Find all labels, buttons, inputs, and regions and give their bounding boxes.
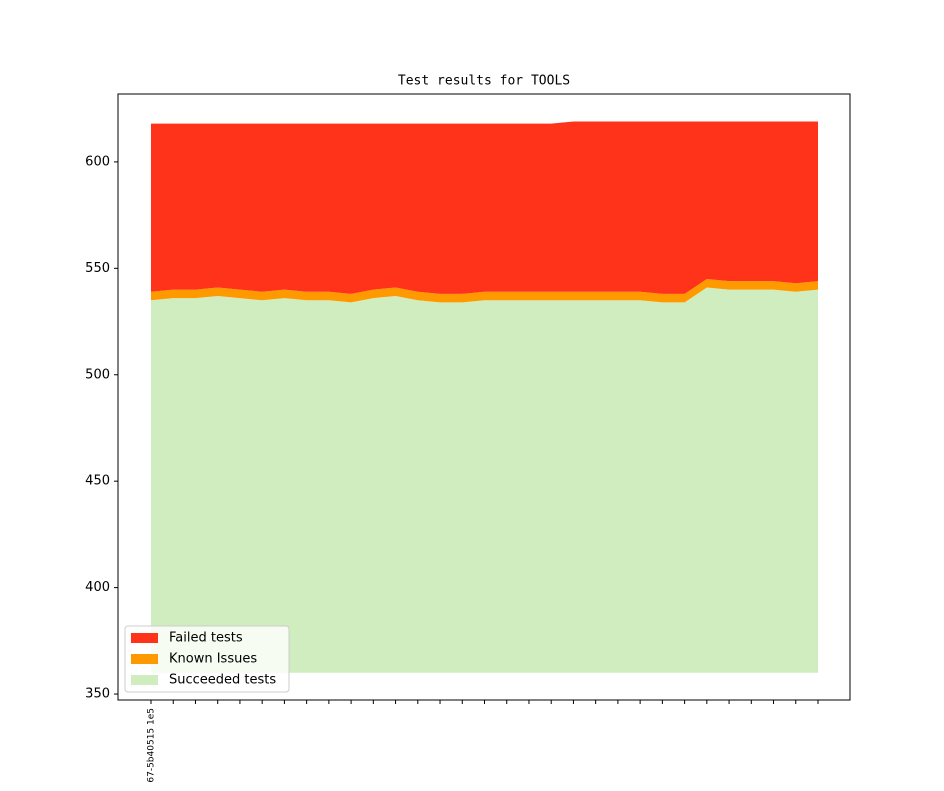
legend-swatch — [131, 654, 158, 664]
y-tick-label: 450 — [85, 474, 110, 489]
chart-title: Test results for TOOLS — [398, 74, 570, 89]
x-tick-label: 67-5b40515 1e5 — [147, 708, 157, 783]
y-tick-label: 350 — [85, 687, 110, 702]
y-tick-label: 400 — [85, 580, 110, 595]
legend-swatch — [131, 675, 158, 685]
y-tick-label: 550 — [85, 261, 110, 276]
area — [151, 287, 818, 673]
legend-swatch — [131, 633, 158, 643]
legend-box — [124, 625, 290, 693]
legend-label: Failed tests — [169, 631, 243, 646]
legend-label: Succeeded tests — [169, 673, 276, 688]
legend-label: Known Issues — [169, 652, 257, 667]
area — [151, 278, 818, 303]
y-tick-label: 500 — [85, 367, 110, 382]
area — [151, 121, 818, 294]
y-tick-label: 600 — [85, 154, 110, 169]
